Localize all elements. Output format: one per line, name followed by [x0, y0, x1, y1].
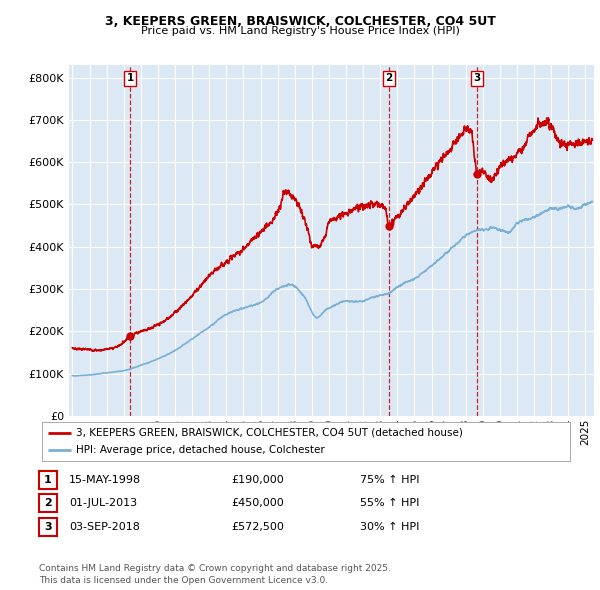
Text: HPI: Average price, detached house, Colchester: HPI: Average price, detached house, Colc…: [76, 445, 325, 455]
Text: 01-JUL-2013: 01-JUL-2013: [69, 499, 137, 508]
Text: 15-MAY-1998: 15-MAY-1998: [69, 475, 141, 484]
Text: 3, KEEPERS GREEN, BRAISWICK, COLCHESTER, CO4 5UT (detached house): 3, KEEPERS GREEN, BRAISWICK, COLCHESTER,…: [76, 428, 463, 438]
Text: 1: 1: [127, 73, 134, 83]
Text: 3: 3: [473, 73, 481, 83]
Text: 1: 1: [44, 475, 52, 484]
Text: 75% ↑ HPI: 75% ↑ HPI: [360, 475, 419, 484]
Text: 3: 3: [44, 522, 52, 532]
Text: Contains HM Land Registry data © Crown copyright and database right 2025.
This d: Contains HM Land Registry data © Crown c…: [39, 565, 391, 585]
Text: 2: 2: [385, 73, 392, 83]
Text: 30% ↑ HPI: 30% ↑ HPI: [360, 522, 419, 532]
Text: £190,000: £190,000: [231, 475, 284, 484]
Text: 55% ↑ HPI: 55% ↑ HPI: [360, 499, 419, 508]
Text: £572,500: £572,500: [231, 522, 284, 532]
Text: 3, KEEPERS GREEN, BRAISWICK, COLCHESTER, CO4 5UT: 3, KEEPERS GREEN, BRAISWICK, COLCHESTER,…: [104, 15, 496, 28]
Text: Price paid vs. HM Land Registry's House Price Index (HPI): Price paid vs. HM Land Registry's House …: [140, 26, 460, 35]
Text: 2: 2: [44, 499, 52, 508]
Text: £450,000: £450,000: [231, 499, 284, 508]
Text: 03-SEP-2018: 03-SEP-2018: [69, 522, 140, 532]
